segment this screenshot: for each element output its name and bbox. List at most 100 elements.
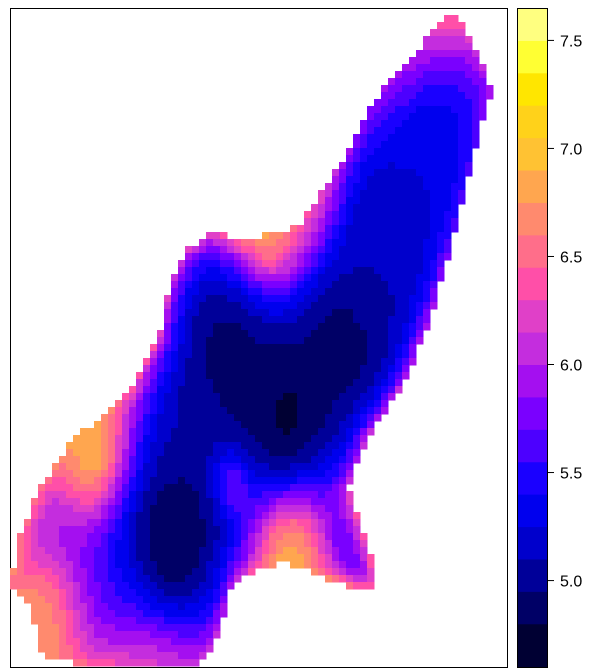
heat-cell xyxy=(171,638,179,646)
heat-cell xyxy=(136,554,144,562)
colorbar-bins xyxy=(517,8,547,668)
heat-cell xyxy=(199,386,207,394)
heat-cell xyxy=(52,554,60,562)
heat-cell xyxy=(164,435,172,443)
heat-cell xyxy=(381,316,389,324)
heat-cell xyxy=(185,603,193,611)
heat-cell xyxy=(157,568,165,576)
heat-cell xyxy=(353,393,361,401)
heat-cell xyxy=(374,295,382,303)
heat-cell xyxy=(157,393,165,401)
heat-cell xyxy=(360,260,368,268)
heat-cell xyxy=(444,218,452,226)
heat-cell xyxy=(213,540,221,548)
heat-cell xyxy=(101,470,109,478)
heat-cell xyxy=(297,288,305,296)
heat-cell xyxy=(269,344,277,352)
heat-cell xyxy=(171,526,179,534)
heat-cell xyxy=(395,211,403,219)
heat-cell xyxy=(164,323,172,331)
heat-cell xyxy=(94,463,102,471)
heat-cell xyxy=(381,400,389,408)
heat-cell xyxy=(297,267,305,275)
heat-cell xyxy=(297,442,305,450)
heat-cell xyxy=(220,582,228,590)
heat-cell xyxy=(360,295,368,303)
heat-cell xyxy=(234,351,242,359)
heat-cell xyxy=(346,246,354,254)
heat-cell xyxy=(171,302,179,310)
heat-cell xyxy=(367,393,375,401)
heat-cell xyxy=(213,239,221,247)
heat-cell xyxy=(430,29,438,37)
heat-cell xyxy=(87,484,95,492)
heat-cell xyxy=(332,498,340,506)
heat-cell xyxy=(143,365,151,373)
heat-cell xyxy=(381,176,389,184)
heat-cell xyxy=(199,323,207,331)
heat-cell xyxy=(66,554,74,562)
heat-cell xyxy=(367,225,375,233)
heat-cell xyxy=(353,323,361,331)
heat-cell xyxy=(297,407,305,415)
heat-cell xyxy=(52,603,60,611)
heat-cell xyxy=(360,253,368,261)
heat-cell xyxy=(395,106,403,114)
heat-cell xyxy=(255,512,263,520)
heat-cell xyxy=(248,547,256,555)
heat-cell xyxy=(248,428,256,436)
heat-cell xyxy=(185,365,193,373)
heat-cell xyxy=(395,85,403,93)
colorbar-bin-13 xyxy=(517,202,547,236)
heat-cell xyxy=(367,134,375,142)
heat-cell xyxy=(199,309,207,317)
heat-cell xyxy=(241,526,249,534)
heat-cell xyxy=(367,260,375,268)
heat-cell xyxy=(297,281,305,289)
heat-cell xyxy=(297,463,305,471)
heat-cell xyxy=(80,533,88,541)
heat-cell xyxy=(59,645,67,653)
heat-cell xyxy=(353,512,361,520)
heat-cell xyxy=(318,288,326,296)
heat-cell xyxy=(353,204,361,212)
heat-cell xyxy=(87,589,95,597)
heat-cell xyxy=(227,421,235,429)
heat-cell xyxy=(94,652,102,660)
heat-cell xyxy=(353,435,361,443)
heat-cell xyxy=(220,407,228,415)
heat-cell xyxy=(45,561,53,569)
heat-cell xyxy=(213,568,221,576)
heat-cell xyxy=(255,358,263,366)
heat-cell xyxy=(269,323,277,331)
heat-cell xyxy=(255,421,263,429)
heat-cell xyxy=(388,267,396,275)
heat-cell xyxy=(437,246,445,254)
heat-cell xyxy=(304,519,312,527)
heat-cell xyxy=(311,344,319,352)
heat-cell xyxy=(87,575,95,583)
heat-cell xyxy=(185,288,193,296)
heat-cell xyxy=(73,533,81,541)
heat-cell xyxy=(332,211,340,219)
heat-cell xyxy=(458,22,466,30)
heat-cell xyxy=(402,190,410,198)
heat-cell xyxy=(402,120,410,128)
heat-cell xyxy=(178,498,186,506)
heat-cell xyxy=(185,456,193,464)
heat-cell xyxy=(150,652,158,660)
heat-cell xyxy=(206,477,214,485)
heat-cell xyxy=(339,547,347,555)
heat-cell xyxy=(157,596,165,604)
heat-cell xyxy=(164,456,172,464)
heat-cell xyxy=(367,365,375,373)
heat-cell xyxy=(192,281,200,289)
heat-cell xyxy=(290,330,298,338)
heat-cell xyxy=(339,225,347,233)
heat-cell xyxy=(423,169,431,177)
heat-cell xyxy=(220,519,228,527)
heat-cell xyxy=(325,498,333,506)
heat-cell xyxy=(150,365,158,373)
heat-cell xyxy=(150,484,158,492)
heat-cell xyxy=(318,197,326,205)
